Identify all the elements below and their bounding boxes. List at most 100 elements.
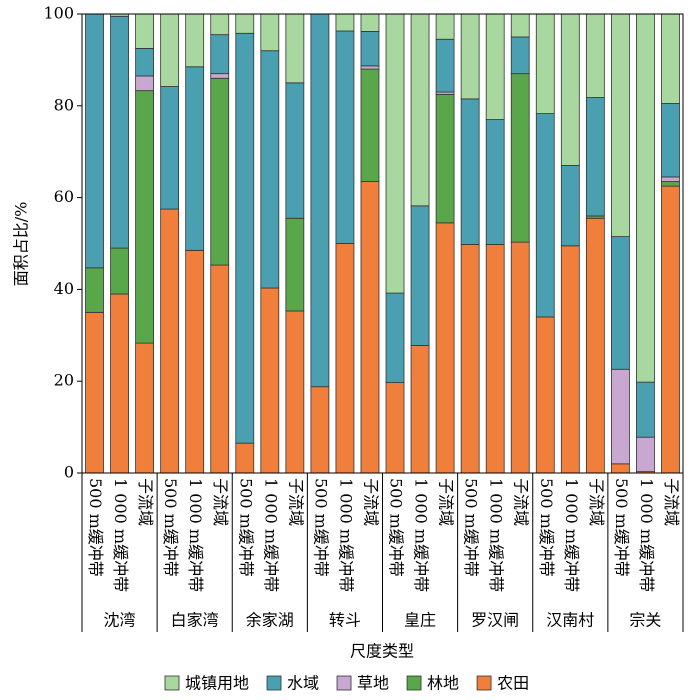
bar-segment <box>560 165 580 247</box>
bar-segment <box>510 36 530 75</box>
bar-segment <box>235 32 255 444</box>
bar-segment <box>85 267 104 313</box>
bar-segment <box>610 463 630 474</box>
group-label: 转斗 <box>329 611 361 630</box>
x-tick-label: 500 m缓冲带 <box>462 478 481 577</box>
y-tick-label: 40 <box>54 279 74 298</box>
bar-segment <box>560 13 580 166</box>
x-tick-label: 500 m缓冲带 <box>86 478 105 577</box>
y-tick-label: 20 <box>54 371 74 390</box>
bar-segment <box>260 13 280 52</box>
x-tick-label: 子流域 <box>587 478 606 526</box>
bar-segment <box>410 13 430 207</box>
x-tick-label: 500 m缓冲带 <box>387 478 406 577</box>
bar-segment <box>485 119 505 245</box>
bar-segment <box>535 13 555 115</box>
bar-segment <box>135 342 155 474</box>
bar-segment <box>185 13 205 68</box>
legend-label: 林地 <box>427 674 459 693</box>
bar-segment <box>160 86 180 210</box>
x-tick-label: 子流域 <box>512 478 531 526</box>
bar-segment <box>661 13 680 104</box>
bar-segment <box>135 48 155 77</box>
x-tick-label: 1 000 m缓冲带 <box>261 478 280 592</box>
bar-segment <box>235 442 255 474</box>
bar-segment <box>235 13 255 34</box>
bar-segment <box>636 381 655 438</box>
x-tick-label: 子流域 <box>136 478 155 526</box>
bar-segment <box>110 293 129 474</box>
bar-segment <box>661 185 680 474</box>
group-label: 白家湾 <box>171 611 219 630</box>
bar-segment <box>285 82 305 219</box>
bar-segment <box>285 13 305 84</box>
bar-segment <box>435 13 455 40</box>
x-tick-label: 子流域 <box>437 478 456 526</box>
x-tick-label: 500 m缓冲带 <box>161 478 180 577</box>
legend-label: 草地 <box>357 674 389 693</box>
bar-segment <box>661 176 680 182</box>
bar-segment <box>110 247 129 295</box>
bar-segment <box>160 208 180 474</box>
bar-segment <box>210 73 230 79</box>
legend-label: 城镇用地 <box>185 674 249 693</box>
bar-segment <box>610 368 630 465</box>
bar-segment <box>610 13 630 238</box>
bar-segment <box>510 13 530 38</box>
y-tick-label: 60 <box>54 187 74 206</box>
bar-segment <box>285 310 305 474</box>
bar-segment <box>636 436 655 473</box>
bar-segment <box>210 264 230 474</box>
bar-segment <box>185 66 205 251</box>
y-tick-label: 80 <box>54 95 74 114</box>
bar-segment <box>435 93 455 224</box>
bar-segment <box>185 249 205 474</box>
group-label: 汉南村 <box>546 611 594 630</box>
bar-segment <box>585 97 605 217</box>
y-axis-label: 面积占比/% <box>12 202 31 287</box>
bar-segment <box>135 75 155 92</box>
x-tick-label: 1 000 m缓冲带 <box>111 478 130 592</box>
legend-swatch <box>476 675 492 691</box>
x-tick-label: 500 m缓冲带 <box>612 478 631 577</box>
x-tick-label: 500 m缓冲带 <box>311 478 330 577</box>
bar-segment <box>636 13 655 383</box>
bar-segment <box>535 113 555 318</box>
bar-segment <box>385 382 405 474</box>
x-tick-label: 子流域 <box>662 478 681 526</box>
bar-segment <box>210 34 230 75</box>
bar-segment <box>535 316 555 474</box>
bar-segment <box>85 13 104 269</box>
bar-segment <box>510 241 530 474</box>
legend-swatch <box>266 675 282 691</box>
legend-label: 水域 <box>287 674 319 693</box>
legend-label: 农田 <box>497 674 529 693</box>
x-tick-label: 子流域 <box>286 478 305 526</box>
bar-segment <box>410 205 430 346</box>
group-label: 沈湾 <box>104 611 136 630</box>
x-tick-label: 1 000 m缓冲带 <box>487 478 506 592</box>
bar-segment <box>460 13 480 100</box>
group-label: 宗关 <box>629 611 661 630</box>
bar-segment <box>585 13 605 98</box>
bar-segment <box>661 181 680 187</box>
bar-segment <box>310 13 330 388</box>
bar-segment <box>460 98 480 245</box>
bar-segment <box>360 13 380 32</box>
bar-segment <box>335 30 355 244</box>
bar-segment <box>135 90 155 344</box>
bar-segment <box>335 243 355 474</box>
bar-segment <box>560 245 580 474</box>
bar-segment <box>360 31 380 67</box>
bar-segment <box>160 13 180 87</box>
bar-segment <box>135 13 155 49</box>
legend-swatch <box>164 675 180 691</box>
x-tick-label: 1 000 m缓冲带 <box>336 478 355 592</box>
bar-segment <box>360 181 380 474</box>
bar-segment <box>110 15 129 249</box>
bar-segment <box>85 311 104 474</box>
bar-segment <box>210 13 230 36</box>
bar-segment <box>610 236 630 370</box>
bar-segment <box>360 68 380 182</box>
bar-segment <box>285 217 305 312</box>
